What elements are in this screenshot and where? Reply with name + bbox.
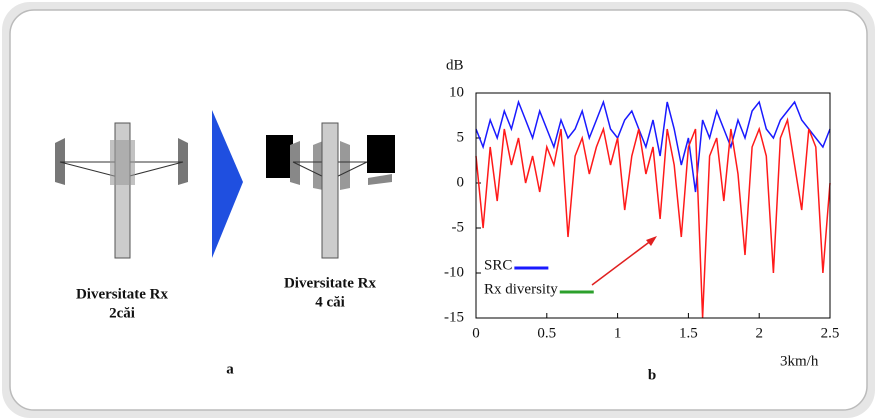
y-tick-label: 10 xyxy=(449,84,464,100)
chart: 10 5 0 -5 -10 -15 0 0.5 1 1.5 2 2.5 SRC Rx diversity xyxy=(444,84,839,341)
panel-label: b xyxy=(648,367,656,383)
y-tick-label: -5 xyxy=(452,219,465,235)
series-line xyxy=(475,117,831,319)
y-tick-label: -15 xyxy=(444,309,464,325)
diagram-label: Diversitate Rx xyxy=(76,286,169,302)
y-axis-label: dB xyxy=(446,57,464,73)
panel-label: a xyxy=(226,361,234,377)
diagram-right xyxy=(266,122,395,259)
y-tick-label: -10 xyxy=(444,264,464,280)
x-tick-label: 1.5 xyxy=(679,325,698,341)
annotations xyxy=(591,236,657,286)
diagram-left xyxy=(55,122,188,259)
frame xyxy=(9,9,868,411)
x-tick-label: 0.5 xyxy=(537,325,556,341)
y-tick-label: 0 xyxy=(457,174,465,190)
plot-frame xyxy=(475,92,831,319)
arrow-triangle xyxy=(212,110,243,258)
legend-label: SRC xyxy=(484,257,512,273)
x-tick-label: 2 xyxy=(755,325,763,341)
diagram-label: Diversitate Rx xyxy=(284,275,377,291)
diagram-label: 2căi xyxy=(109,305,135,321)
diagram-label: 4 căi xyxy=(315,294,345,310)
legend-label: Rx diversity xyxy=(484,281,558,297)
x-tick-label: 2.5 xyxy=(821,325,840,341)
y-tick-label: 5 xyxy=(457,129,465,145)
x-axis-label: 3km/h xyxy=(780,353,819,369)
series-line xyxy=(475,99,831,193)
x-tick-label: 1 xyxy=(614,325,622,341)
x-tick-label: 0 xyxy=(472,325,480,341)
